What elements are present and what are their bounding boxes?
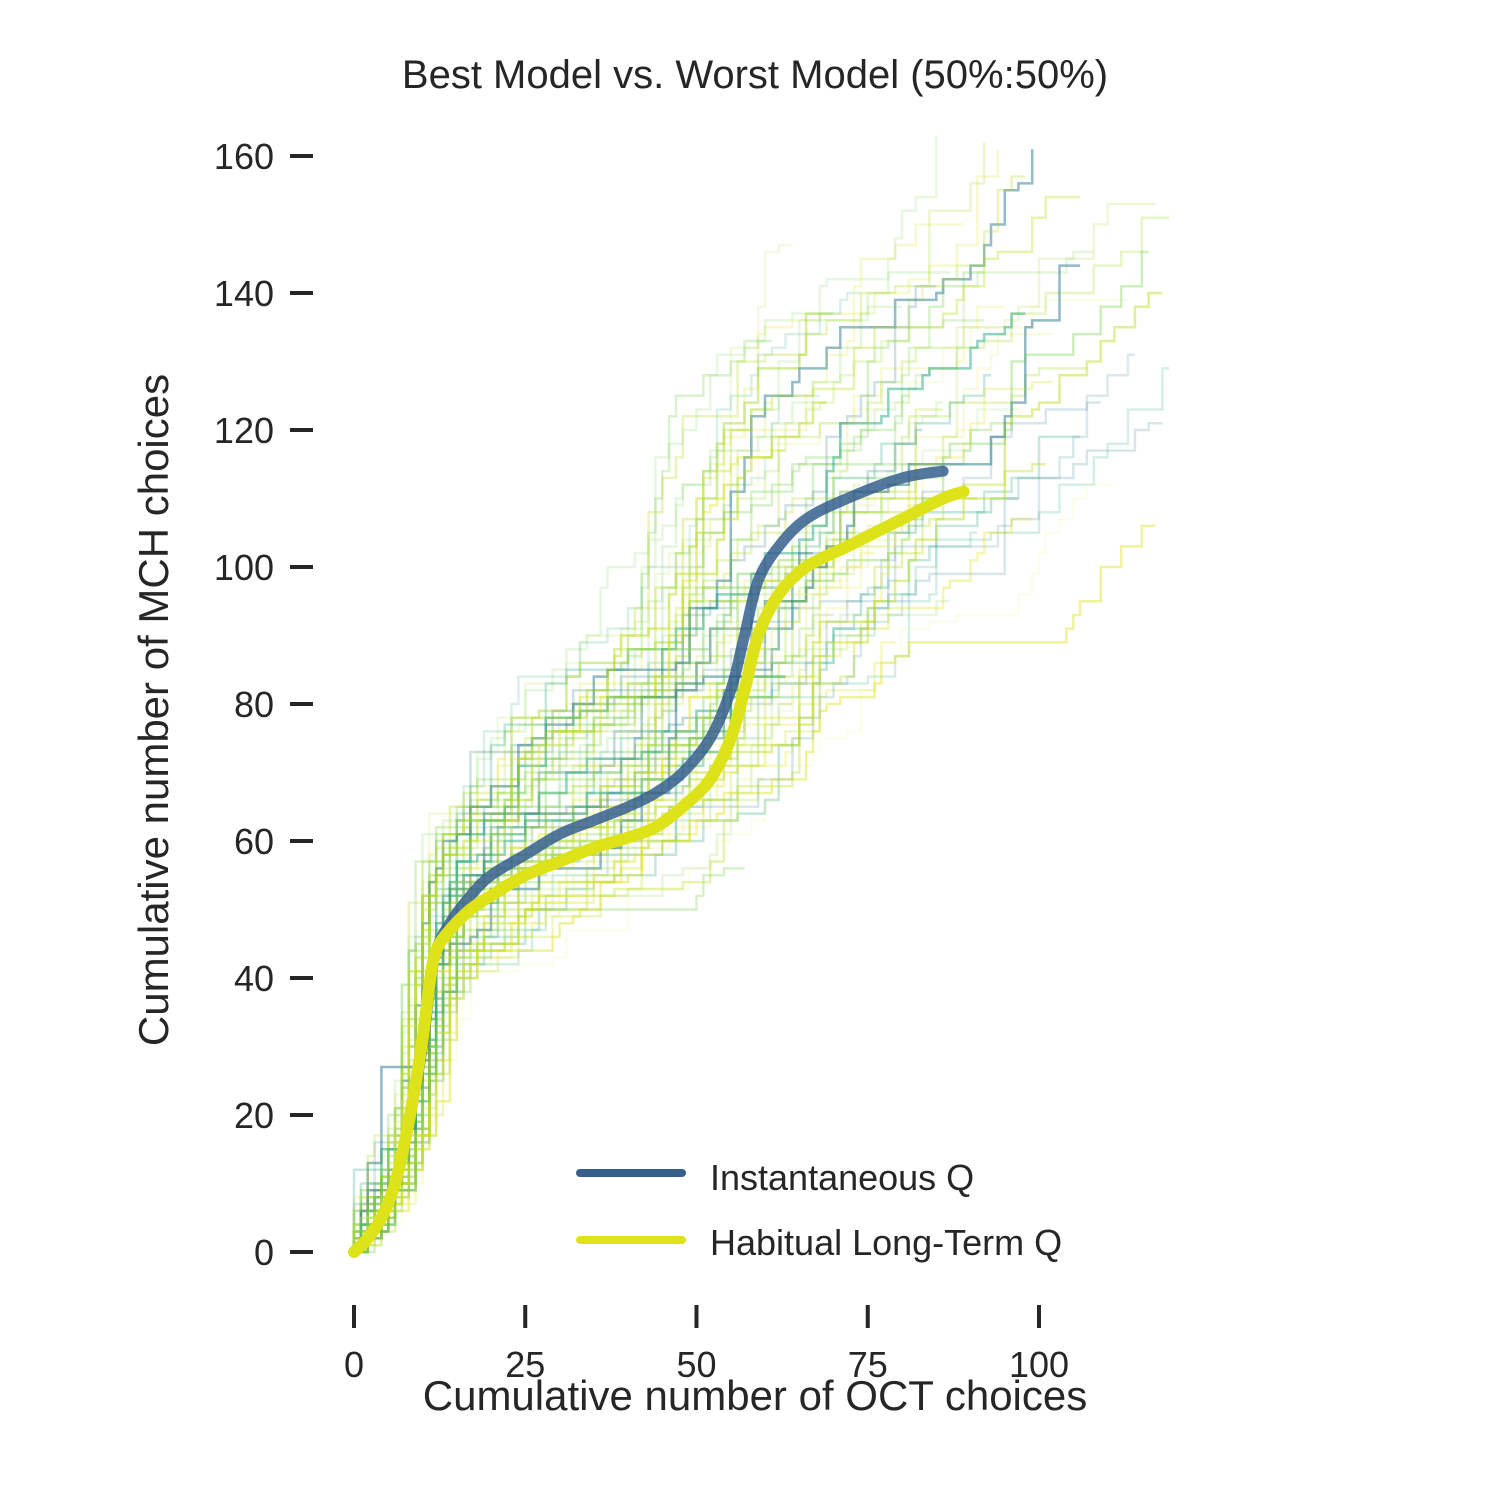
trace-line [352,401,827,1252]
y-tick-label: 160 [214,136,274,177]
trace-line [354,641,896,1254]
trace-line [354,408,944,1254]
trace-line [354,332,1053,1254]
trace-line [354,149,1034,1254]
trace-line [354,449,786,1254]
trace-line [354,394,820,1254]
y-tick-label: 80 [234,684,274,725]
trace-line [354,353,1135,1254]
trace-line [354,524,1156,1254]
trace-line [352,312,834,1252]
series-line-habitual-long-term-q [348,485,970,1258]
trace-line [352,373,991,1252]
trace-line [352,497,978,1252]
trace-line [354,202,1156,1254]
trace-line [352,305,1005,1252]
x-axis-label: Cumulative number of OCT choices [423,1372,1088,1419]
trace-line [352,250,1149,1252]
chart-title: Best Model vs. Worst Model (50%:50%) [402,53,1108,97]
y-tick-label: 20 [234,1095,274,1136]
x-tick-label: 75 [848,1344,888,1385]
trace-line [352,510,902,1252]
trace-line [352,497,978,1252]
trace-line [354,647,765,1254]
x-tick-label: 50 [676,1344,716,1385]
trace-line [352,250,1149,1252]
trace-line [354,497,1019,1254]
trace-line [354,175,1026,1254]
y-axis-label: Cumulative number of MCH choices [130,374,177,1046]
trace-line [352,517,1033,1252]
trace-line [354,675,786,1254]
trace-line [352,195,1081,1252]
trace-line [354,339,772,1254]
trace-line [354,675,786,1254]
trace-line [354,305,902,1254]
y-axis: 0 20 40 60 80 100 120 140 160 [214,136,313,1273]
y-tick-label: 40 [234,958,274,999]
y-tick-label: 100 [214,547,274,588]
trace-line [352,510,902,1252]
trace-line [352,195,1081,1252]
legend-label-instantaneous-q: Instantaneous Q [710,1157,974,1198]
trace-line [352,435,1081,1252]
trace-line [354,243,793,1254]
trace-line [354,867,745,1254]
x-tick-label: 0 [344,1344,364,1385]
trace-line [352,291,861,1252]
trace-line [354,264,1081,1254]
trace-line [354,408,944,1254]
trace-line [352,401,827,1252]
trace-line [354,428,971,1254]
trace-line [354,600,950,1254]
trace-line [354,264,1081,1254]
trace-line [352,312,834,1252]
trace-line [354,271,950,1254]
trace-line [352,298,1128,1252]
y-tick-label: 120 [214,410,274,451]
trace-line [354,483,1115,1254]
trace-line [354,421,1012,1254]
x-tick-label: 25 [505,1344,545,1385]
trace-line [354,647,765,1254]
x-tick-label: 100 [1009,1344,1069,1385]
trace-line [354,524,1156,1254]
trace-line [352,600,738,1252]
mean-lines [348,465,970,1258]
trace-line [354,175,1026,1254]
trace-line [354,401,772,1254]
y-tick-label: 0 [254,1232,274,1273]
trace-line [354,531,978,1254]
trace-line [354,449,786,1254]
y-tick-label: 140 [214,273,274,314]
trace-line [354,149,1034,1254]
legend: Instantaneous Q Habitual Long-Term Q [576,1157,1062,1263]
trace-line [354,135,938,1254]
trace-line [352,421,1163,1252]
trace-line [354,142,986,1254]
trace-line [352,517,1033,1252]
x-axis: 0 25 50 75 100 [344,1305,1069,1385]
trace-line [354,284,937,1254]
trace-line [354,778,765,1254]
y-tick-label: 60 [234,821,274,862]
trace-line [352,223,964,1252]
legend-label-habitual-long-term-q: Habitual Long-Term Q [710,1222,1062,1263]
trace-line [354,675,745,1254]
